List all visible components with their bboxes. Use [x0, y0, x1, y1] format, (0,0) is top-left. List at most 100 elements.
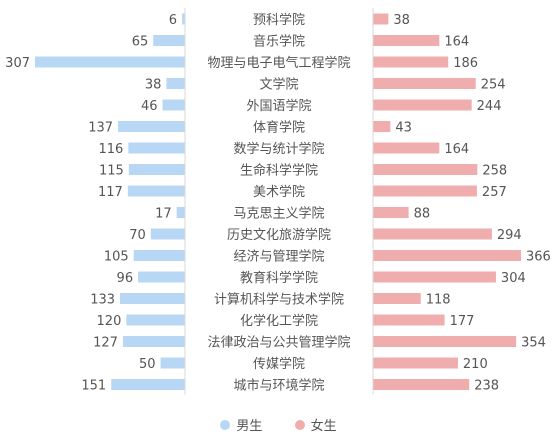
bar-female [373, 228, 492, 240]
data-label-male: 46 [141, 99, 158, 114]
category-label: 教育科学学院 [240, 270, 318, 286]
bar-male [128, 164, 185, 175]
category-label: 美术学院 [253, 184, 305, 200]
data-label-female: 304 [501, 271, 526, 286]
category-label: 化学化工学院 [240, 313, 318, 329]
data-label-female: 258 [482, 164, 507, 179]
bar-male [111, 379, 185, 390]
bar-male [153, 35, 185, 46]
data-label-female: 366 [526, 250, 551, 265]
data-label-female: 177 [450, 314, 475, 329]
bar-female [373, 164, 478, 175]
bar-male [122, 336, 185, 347]
data-label-female: 294 [497, 228, 522, 243]
category-label: 法律政治与公共管理学院 [207, 335, 350, 351]
data-label-female: 257 [482, 185, 507, 200]
bar-female [373, 78, 476, 89]
bar-female [373, 56, 449, 68]
data-label-male: 117 [98, 185, 123, 200]
category-label: 传媒学院 [253, 356, 305, 372]
bar-male [128, 142, 185, 154]
bar-female [373, 185, 477, 197]
data-label-male: 120 [97, 314, 122, 329]
category-label: 文学院 [259, 77, 298, 93]
data-label-male: 96 [117, 271, 134, 286]
bar-male [35, 56, 185, 68]
data-label-female: 88 [414, 207, 431, 222]
category-label: 马克思主义学院 [233, 206, 324, 222]
legend-swatch-female [294, 419, 305, 430]
data-label-male: 38 [145, 78, 162, 93]
bar-female [373, 379, 470, 390]
bar-female [373, 271, 496, 283]
data-label-female: 254 [481, 78, 506, 93]
bar-female [373, 13, 389, 25]
data-label-male: 6 [169, 13, 177, 28]
bar-female [373, 207, 409, 218]
bar-male [176, 207, 185, 218]
category-label: 数学与统计学院 [233, 141, 324, 157]
data-label-female: 164 [444, 35, 469, 50]
bar-female [373, 357, 458, 369]
bar-female [373, 250, 521, 261]
data-label-male: 127 [93, 336, 118, 351]
data-label-female: 43 [395, 121, 412, 136]
category-label: 经济与管理学院 [233, 249, 324, 265]
data-label-male: 307 [5, 56, 30, 71]
bar-female [373, 314, 445, 326]
category-label: 城市与环境学院 [233, 378, 324, 394]
bar-female [373, 336, 517, 347]
category-label: 物理与电子电气工程学院 [207, 55, 350, 71]
category-label: 计算机科学与技术学院 [214, 292, 344, 308]
category-labels: 预科学院音乐学院物理与电子电气工程学院文学院外国语学院体育学院数学与统计学院生命… [207, 12, 350, 394]
data-label-male: 115 [99, 164, 124, 179]
legend-item-female[interactable]: 女生 [294, 415, 337, 434]
bar-female [373, 99, 472, 111]
data-label-male: 50 [139, 357, 156, 372]
bar-male [118, 121, 185, 132]
category-label: 生命科学学院 [240, 163, 318, 179]
bar-male [182, 13, 185, 25]
data-label-female: 354 [521, 336, 546, 351]
data-label-female: 238 [474, 379, 499, 394]
bar-male [126, 314, 185, 326]
center-axes [184, 8, 374, 395]
data-label-male: 133 [90, 293, 115, 308]
category-label: 音乐学院 [253, 34, 305, 50]
data-label-female: 118 [426, 293, 451, 308]
bar-female [373, 121, 391, 132]
bar-male [162, 99, 185, 111]
category-label: 历史文化旅游学院 [227, 227, 331, 243]
legend-label-male: 男生 [236, 419, 263, 434]
data-label-female: 38 [393, 13, 410, 28]
data-label-male: 116 [98, 142, 123, 157]
data-label-female: 164 [444, 142, 469, 157]
data-label-female: 244 [477, 99, 502, 114]
bar-male [120, 293, 185, 304]
category-label: 预科学院 [253, 12, 305, 28]
bar-male [127, 185, 185, 197]
category-label: 体育学院 [253, 120, 305, 136]
bar-male [138, 271, 185, 283]
bar-male [160, 357, 185, 369]
legend-item-male[interactable]: 男生 [220, 415, 262, 434]
bar-male [150, 228, 185, 240]
data-label-female: 210 [463, 357, 488, 372]
data-label-female: 186 [453, 56, 478, 71]
data-label-male: 137 [88, 121, 113, 136]
bar-female [373, 142, 440, 154]
data-label-male: 105 [104, 250, 129, 265]
data-label-male: 151 [81, 379, 106, 394]
bar-female [373, 293, 421, 304]
legend: 男生 女生 [0, 415, 557, 434]
category-label: 外国语学院 [246, 98, 311, 114]
legend-swatch-male [220, 419, 231, 430]
data-label-male: 17 [155, 207, 172, 222]
legend-label-female: 女生 [310, 419, 337, 434]
bar-female [373, 35, 440, 46]
data-label-male: 70 [129, 228, 146, 243]
data-label-male: 65 [132, 35, 149, 50]
